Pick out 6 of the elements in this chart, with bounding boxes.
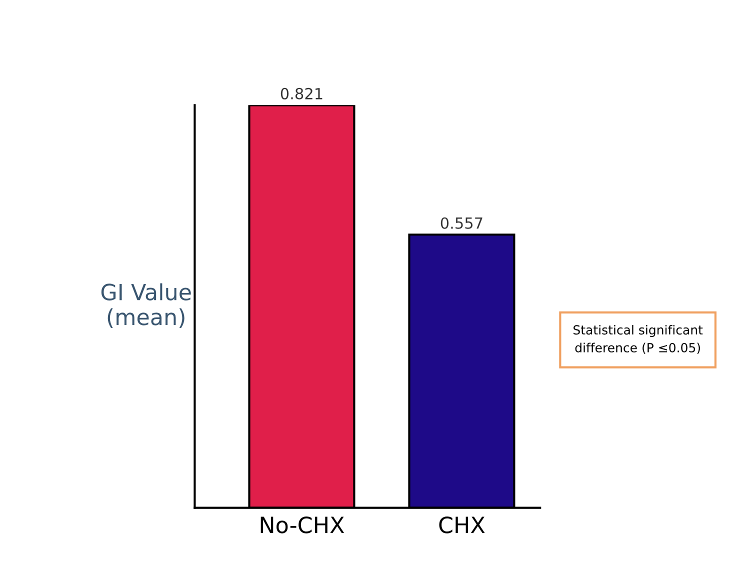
text: Statistical significant difference (P ≤0.05) — [574, 324, 703, 354]
data-label: 0.557 — [440, 217, 482, 229]
data-label: 0.821 — [280, 88, 322, 100]
x-tick-label: CHX — [439, 516, 485, 534]
y-axis-title: GI Value (mean) — [101, 283, 191, 328]
x-tick-label: No-CHX — [260, 516, 344, 534]
